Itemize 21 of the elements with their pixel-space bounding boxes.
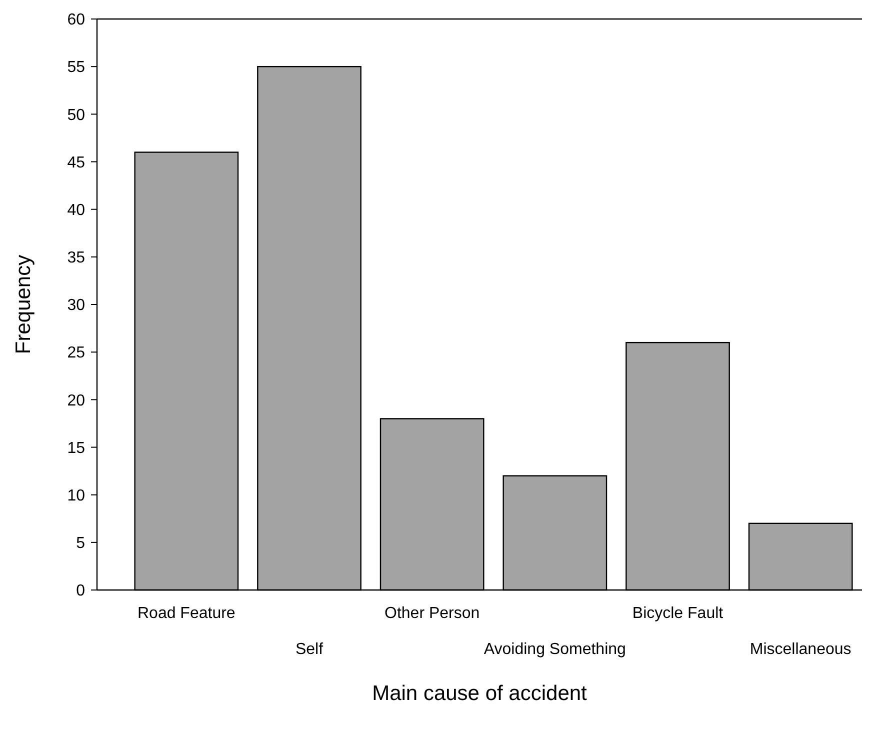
y-tick-label: 30 <box>67 297 86 314</box>
y-tick-label: 10 <box>67 487 86 504</box>
y-tick-label: 35 <box>67 250 86 267</box>
y-tick-label: 25 <box>67 344 86 362</box>
x-tick-label: Avoiding Something <box>484 641 626 658</box>
y-tick-label: 0 <box>76 582 86 600</box>
y-tick-label: 15 <box>67 440 86 457</box>
x-tick-label: Miscellaneous <box>750 641 852 658</box>
x-tick-label: Bicycle Fault <box>632 605 724 622</box>
x-tick-label: Other Person <box>384 605 480 622</box>
y-tick-label: 40 <box>67 202 86 219</box>
y-tick-label: 45 <box>67 154 86 172</box>
x-tick-label: Self <box>295 641 324 658</box>
y-tick-label: 55 <box>67 59 86 76</box>
y-axis-title: Frequency <box>12 254 35 354</box>
x-tick-label: Road Feature <box>137 605 236 622</box>
y-tick-label: 20 <box>67 392 86 410</box>
y-tick-label: 60 <box>67 12 86 29</box>
x-axis-title: Main cause of accident <box>372 682 588 705</box>
y-tick-label: 50 <box>67 106 86 124</box>
y-tick-label: 5 <box>76 535 86 552</box>
